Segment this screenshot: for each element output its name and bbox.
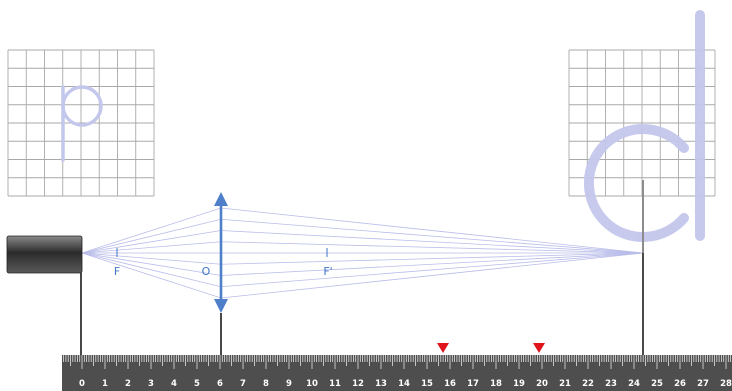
ruler-tick-label: 26: [674, 379, 686, 389]
ruler-tick-label: 28: [720, 379, 732, 389]
light-ray: [81, 252, 644, 276]
ruler-tick-label: 8: [263, 379, 269, 389]
optical-center-label: O: [202, 265, 211, 278]
position-marker[interactable]: [533, 343, 545, 353]
ruler-tick-label: 3: [148, 379, 154, 389]
lens-arrowhead-top: [214, 192, 228, 206]
ruler-tick-label: 21: [559, 379, 571, 389]
lens[interactable]: [214, 192, 228, 356]
light-source[interactable]: [6, 235, 83, 356]
ruler-tick-label: 20: [536, 379, 548, 389]
ruler-tick-label: 0: [79, 379, 85, 389]
ruler-tick-label: 13: [375, 379, 387, 389]
ruler-tick-label: 15: [421, 379, 433, 389]
ruler-labels: 0 1 2 3 4 5 6 7 8 9 10 11 12 13 14 15 16 17 18 19 20 21 22 23 24…: [79, 379, 732, 389]
light-ray: [81, 230, 644, 254]
light-source-body[interactable]: [6, 235, 83, 274]
ruler-ticks: [63, 355, 731, 369]
position-marker[interactable]: [437, 343, 449, 353]
light-ray: [81, 241, 644, 254]
object-letter-p: [61, 85, 103, 162]
light-rays: [81, 207, 644, 299]
ruler-tick-label: 1: [102, 379, 108, 389]
ruler-tick-label: 9: [286, 379, 292, 389]
ruler: 0 1 2 3 4 5 6 7 8 9 10 11 12 13 14 15 16 17 18 19 20 21 22 23 24…: [62, 355, 732, 391]
ruler-tick-label: 11: [329, 379, 341, 389]
ruler-tick-label: 17: [467, 379, 479, 389]
ruler-tick-label: 12: [352, 379, 364, 389]
lens-arrowhead-bottom: [214, 299, 228, 313]
light-ray: [81, 252, 644, 265]
focal-left-label: F: [114, 265, 120, 278]
ruler-tick-label: 25: [651, 379, 663, 389]
light-ray: [81, 218, 644, 254]
ruler-tick-label: 10: [306, 379, 318, 389]
ruler-tick-label: 6: [217, 379, 223, 389]
ruler-tick-label: 18: [490, 379, 502, 389]
ruler-tick-label: 14: [398, 379, 410, 389]
focal-right-label: F': [323, 265, 332, 278]
object-grid: [7, 49, 155, 197]
ruler-tick-label: 7: [240, 379, 246, 389]
ruler-tick-label: 4: [171, 379, 177, 389]
light-ray: [81, 252, 644, 288]
ruler-tick-label: 23: [605, 379, 617, 389]
object-letter-bowl: [61, 85, 103, 127]
ruler-tick-label: 27: [697, 379, 709, 389]
ruler-tick-label: 2: [125, 379, 131, 389]
projected-image: [583, 10, 705, 242]
ruler-tick-label: 5: [194, 379, 200, 389]
ruler-tick-label: 22: [582, 379, 594, 389]
projected-image-bowl: [583, 124, 689, 242]
ruler-tick-label: 19: [513, 379, 525, 389]
ruler-tick-label: 24: [628, 379, 640, 389]
ruler-tick-label: 16: [444, 379, 456, 389]
